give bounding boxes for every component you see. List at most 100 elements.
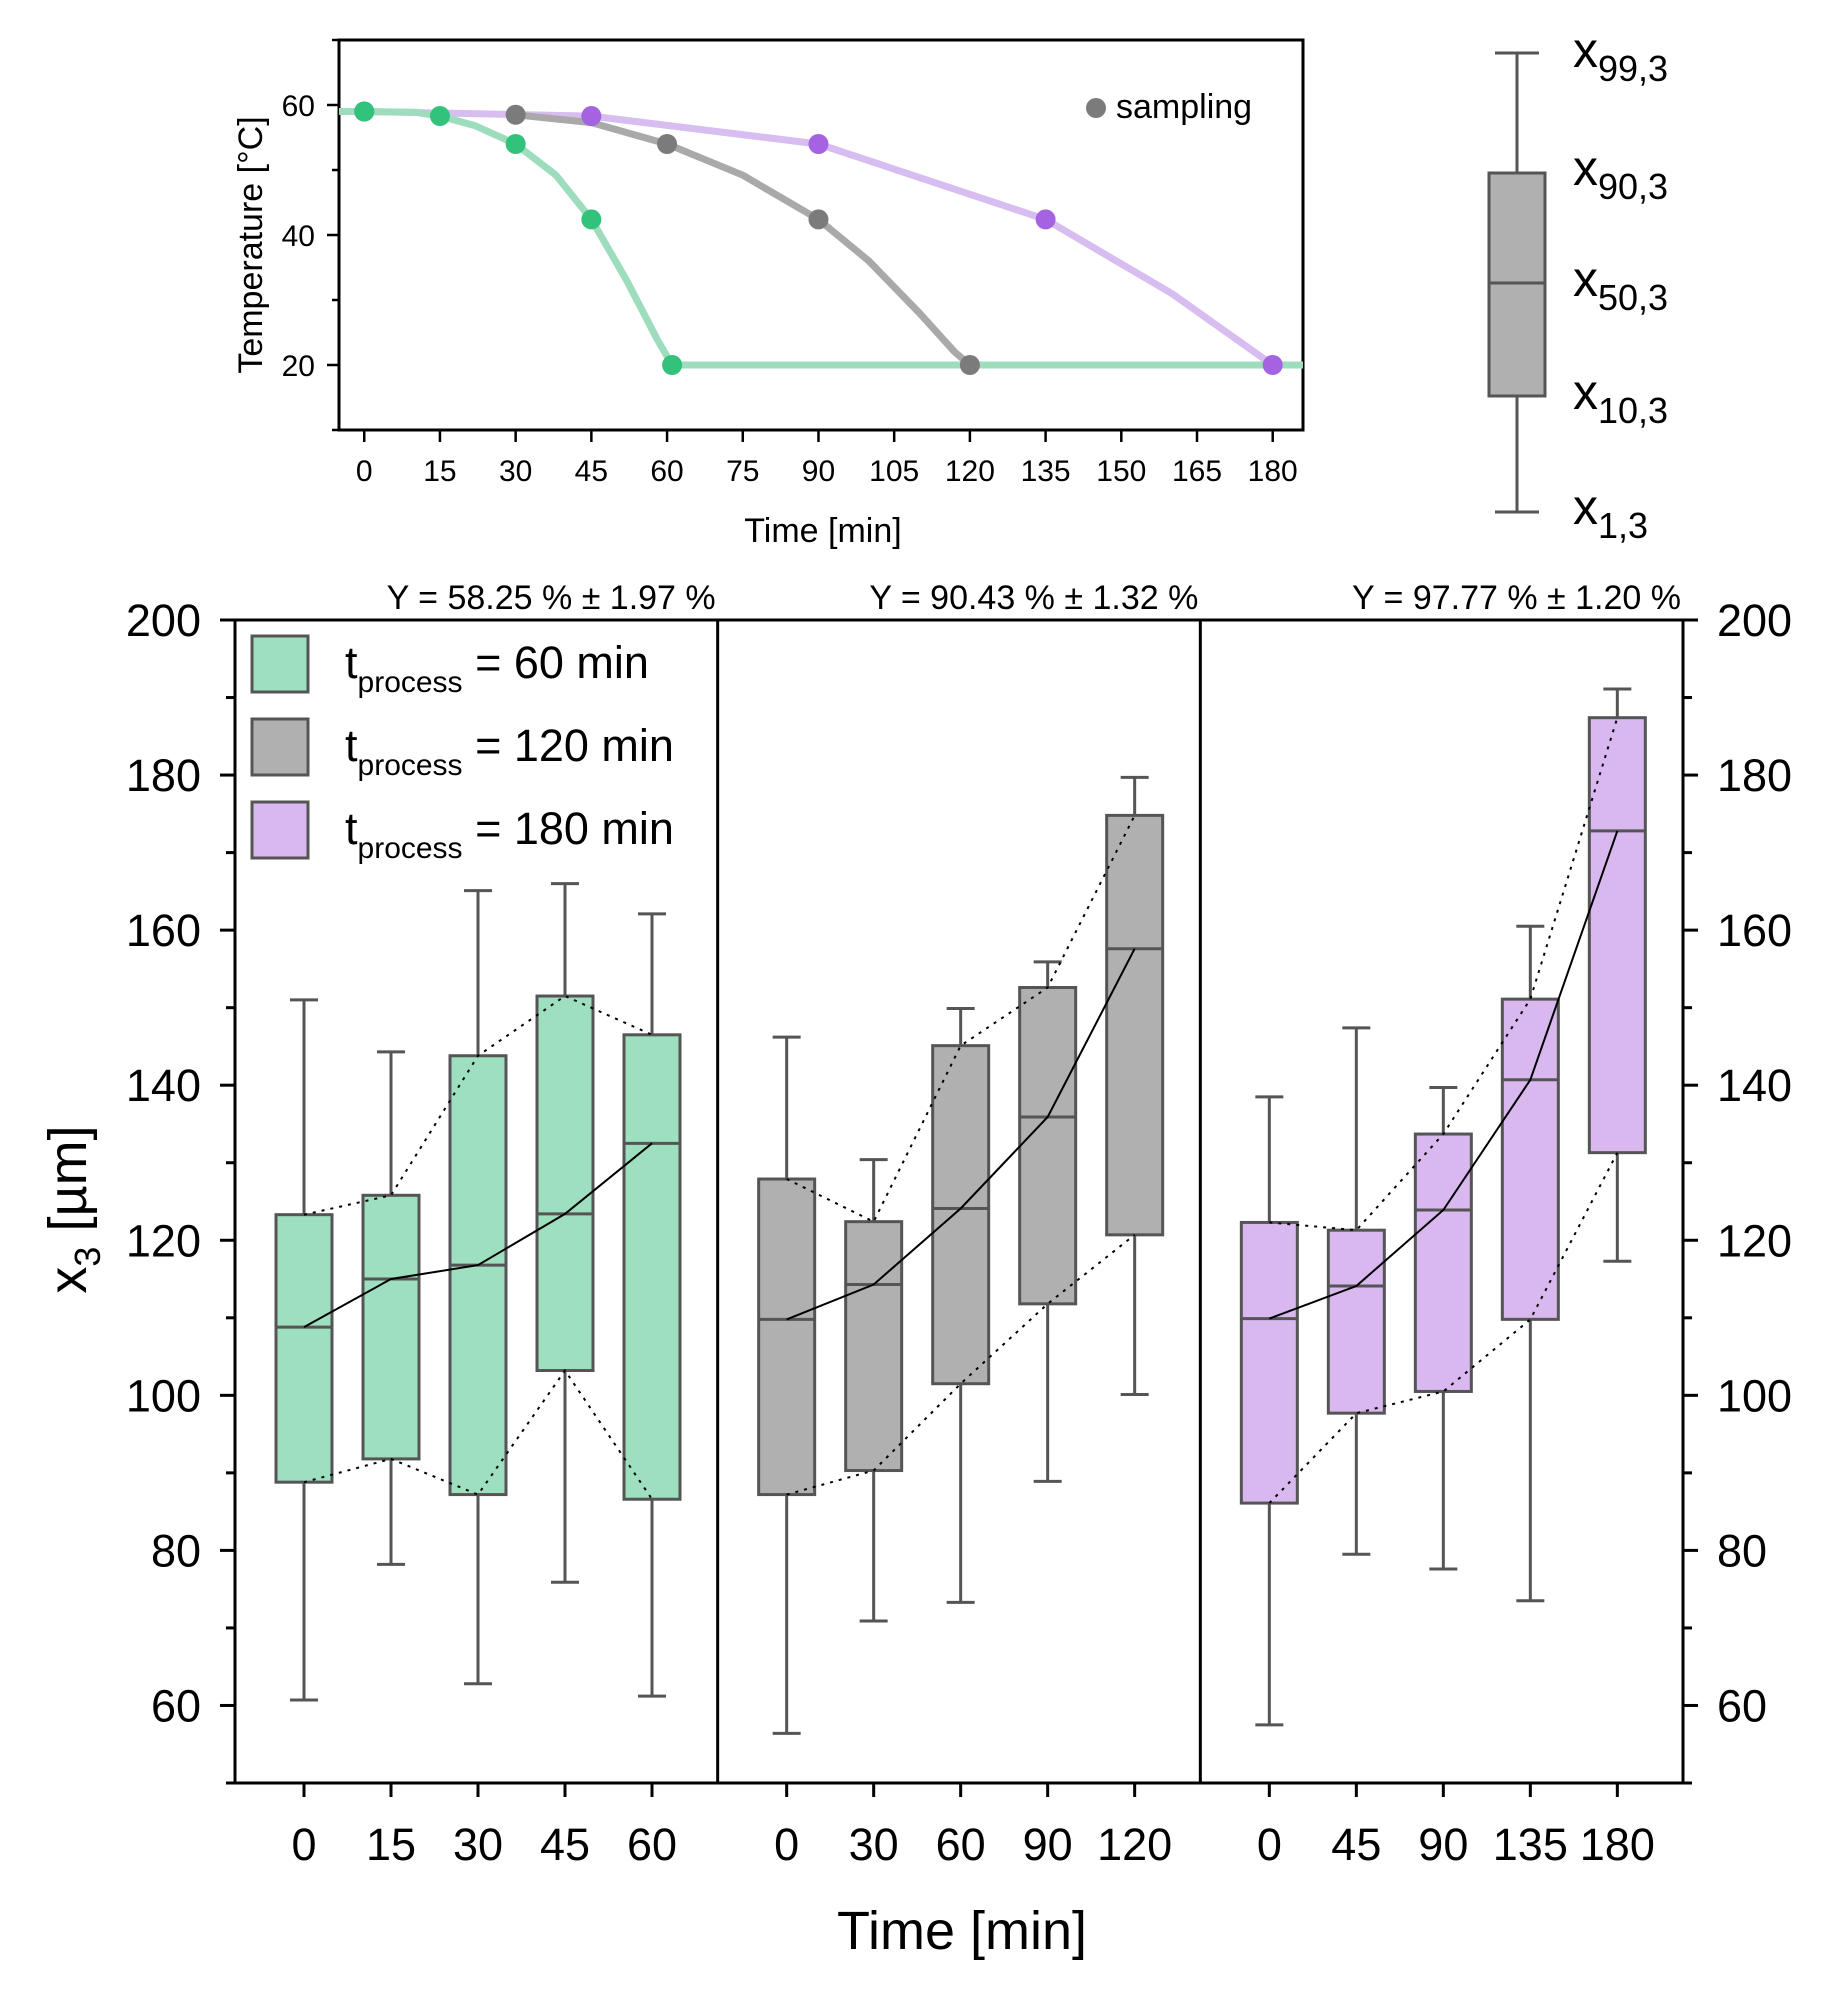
sampling-point xyxy=(505,104,526,125)
median-trend-line xyxy=(786,948,1136,1321)
legend-label: tprocess = 120 min xyxy=(345,720,674,782)
box xyxy=(622,1033,682,1501)
box-plot-item xyxy=(535,882,595,1584)
yield-annotation: Y = 90.43 % ± 1.32 % xyxy=(869,579,1198,617)
legend-label-main: t xyxy=(345,803,358,854)
legend-label-sub: process xyxy=(358,666,463,699)
y-tick-label-right: 160 xyxy=(1717,905,1792,956)
legend-swatch xyxy=(250,800,310,860)
x-tick-label: 105 xyxy=(869,455,919,488)
box xyxy=(1018,986,1078,1306)
key-label-main: x xyxy=(1573,364,1598,420)
sampling-legend-marker xyxy=(1086,98,1106,118)
y-tick-label: 60 xyxy=(282,90,315,123)
box xyxy=(448,1054,508,1497)
box-plot-item xyxy=(1105,775,1165,1397)
y-tick-label-left: 140 xyxy=(126,1060,201,1111)
y-tick-label-left: 120 xyxy=(126,1215,201,1266)
yield-annotation: Y = 58.25 % ± 1.97 % xyxy=(387,579,716,617)
box xyxy=(1326,1228,1386,1415)
x-tick-label: 90 xyxy=(1023,1819,1073,1870)
y-tick-label-right: 80 xyxy=(1717,1525,1767,1576)
sampling-point xyxy=(1262,355,1283,375)
y-tick-label-left: 180 xyxy=(126,750,201,801)
box xyxy=(757,1177,817,1497)
y-tick-label-right: 180 xyxy=(1717,750,1792,801)
x-tick-label: 45 xyxy=(540,1819,590,1870)
y-axis-label-unit: [µm] xyxy=(38,1125,98,1246)
temperature-chart: 0 15 30 45 60 75 90 105 120 135 150 165 180 20 40 60 Tim… xyxy=(232,38,1305,550)
y-tick-label-left: 160 xyxy=(126,905,201,956)
y-tick-label-right: 120 xyxy=(1717,1215,1792,1266)
x-tick-label: 60 xyxy=(936,1819,986,1870)
x90-trend-line xyxy=(1269,717,1619,1232)
x-tick-label: 90 xyxy=(1418,1819,1468,1870)
sampling-point xyxy=(959,355,980,375)
x-tick-label: 150 xyxy=(1096,455,1146,488)
legend-swatch xyxy=(250,717,310,777)
x-tick-label: 0 xyxy=(356,455,373,488)
key-label-sub: 10,3 xyxy=(1598,390,1668,431)
x-axis-label: Time [min] xyxy=(837,1901,1087,1961)
sampling-point xyxy=(1035,209,1056,230)
box xyxy=(1500,997,1560,1321)
box xyxy=(535,994,595,1373)
sampling-point xyxy=(505,134,526,154)
box xyxy=(1239,1220,1299,1505)
boxplot-frame xyxy=(233,618,1685,1785)
y-tick-label: 20 xyxy=(282,350,315,383)
x10-trend-line xyxy=(1268,1152,1619,1504)
key-label-sub: 90,3 xyxy=(1598,166,1668,207)
legend-swatch xyxy=(250,634,310,694)
x-tick-label: 90 xyxy=(802,455,835,488)
box xyxy=(274,1213,334,1484)
sampling-point xyxy=(808,209,829,230)
x10-trend-line xyxy=(303,1368,653,1500)
x-tick-label: 165 xyxy=(1172,455,1222,488)
x-tick-label: 135 xyxy=(1493,1819,1568,1870)
x-axis-label: Time [min] xyxy=(744,512,901,550)
box-plot-item xyxy=(1587,687,1647,1263)
x-tick-label: 30 xyxy=(849,1819,899,1870)
y-tick-label-left: 60 xyxy=(151,1680,201,1731)
y-tick-label-right: 100 xyxy=(1717,1370,1792,1421)
y-tick-label-right: 60 xyxy=(1717,1680,1767,1731)
legend-label-post: = 180 min xyxy=(463,803,674,854)
median-trend-line xyxy=(1268,830,1619,1320)
box-plot-item xyxy=(622,912,682,1698)
temperature-curve xyxy=(512,111,1303,369)
box xyxy=(931,1044,991,1386)
x90-trend-line xyxy=(303,994,653,1216)
box-plot-item xyxy=(844,1158,904,1623)
sampling-point xyxy=(662,355,683,375)
legend-label-post: = 120 min xyxy=(463,720,674,771)
temperature-curve xyxy=(339,108,1303,369)
box-plot-item xyxy=(1413,1086,1473,1571)
legend-label-sub: process xyxy=(358,749,463,782)
sampling-point xyxy=(581,209,602,230)
box-plot-item xyxy=(274,998,334,1702)
box xyxy=(361,1193,421,1461)
x-tick-label: 45 xyxy=(575,455,608,488)
x-tick-label: 15 xyxy=(366,1819,416,1870)
legend-label-main: t xyxy=(345,720,358,771)
key-label-main: x xyxy=(1573,479,1598,535)
y-axis-label-sub: 3 xyxy=(67,1247,108,1267)
legend-label-main: t xyxy=(345,637,358,688)
key-label-main: x xyxy=(1573,251,1598,307)
x-tick-label: 180 xyxy=(1580,1819,1655,1870)
legend-label: tprocess = 180 min xyxy=(345,803,674,865)
x-tick-label: 15 xyxy=(423,455,456,488)
yield-annotation: Y = 97.77 % ± 1.20 % xyxy=(1352,579,1681,617)
median-trend-line xyxy=(303,1142,653,1328)
boxplot-chart: 60 60 80 80 100 100 120 120 140 140 160 160 180 180 20… xyxy=(38,579,1792,1961)
y-axis-label: x3 [µm] xyxy=(38,1125,108,1293)
sampling-point xyxy=(808,134,829,154)
box xyxy=(1105,813,1165,1237)
box-plot-item xyxy=(361,1050,421,1566)
x-tick-label: 30 xyxy=(499,455,532,488)
key-label-sub: 50,3 xyxy=(1598,277,1668,318)
box-plot-item xyxy=(1018,960,1078,1483)
